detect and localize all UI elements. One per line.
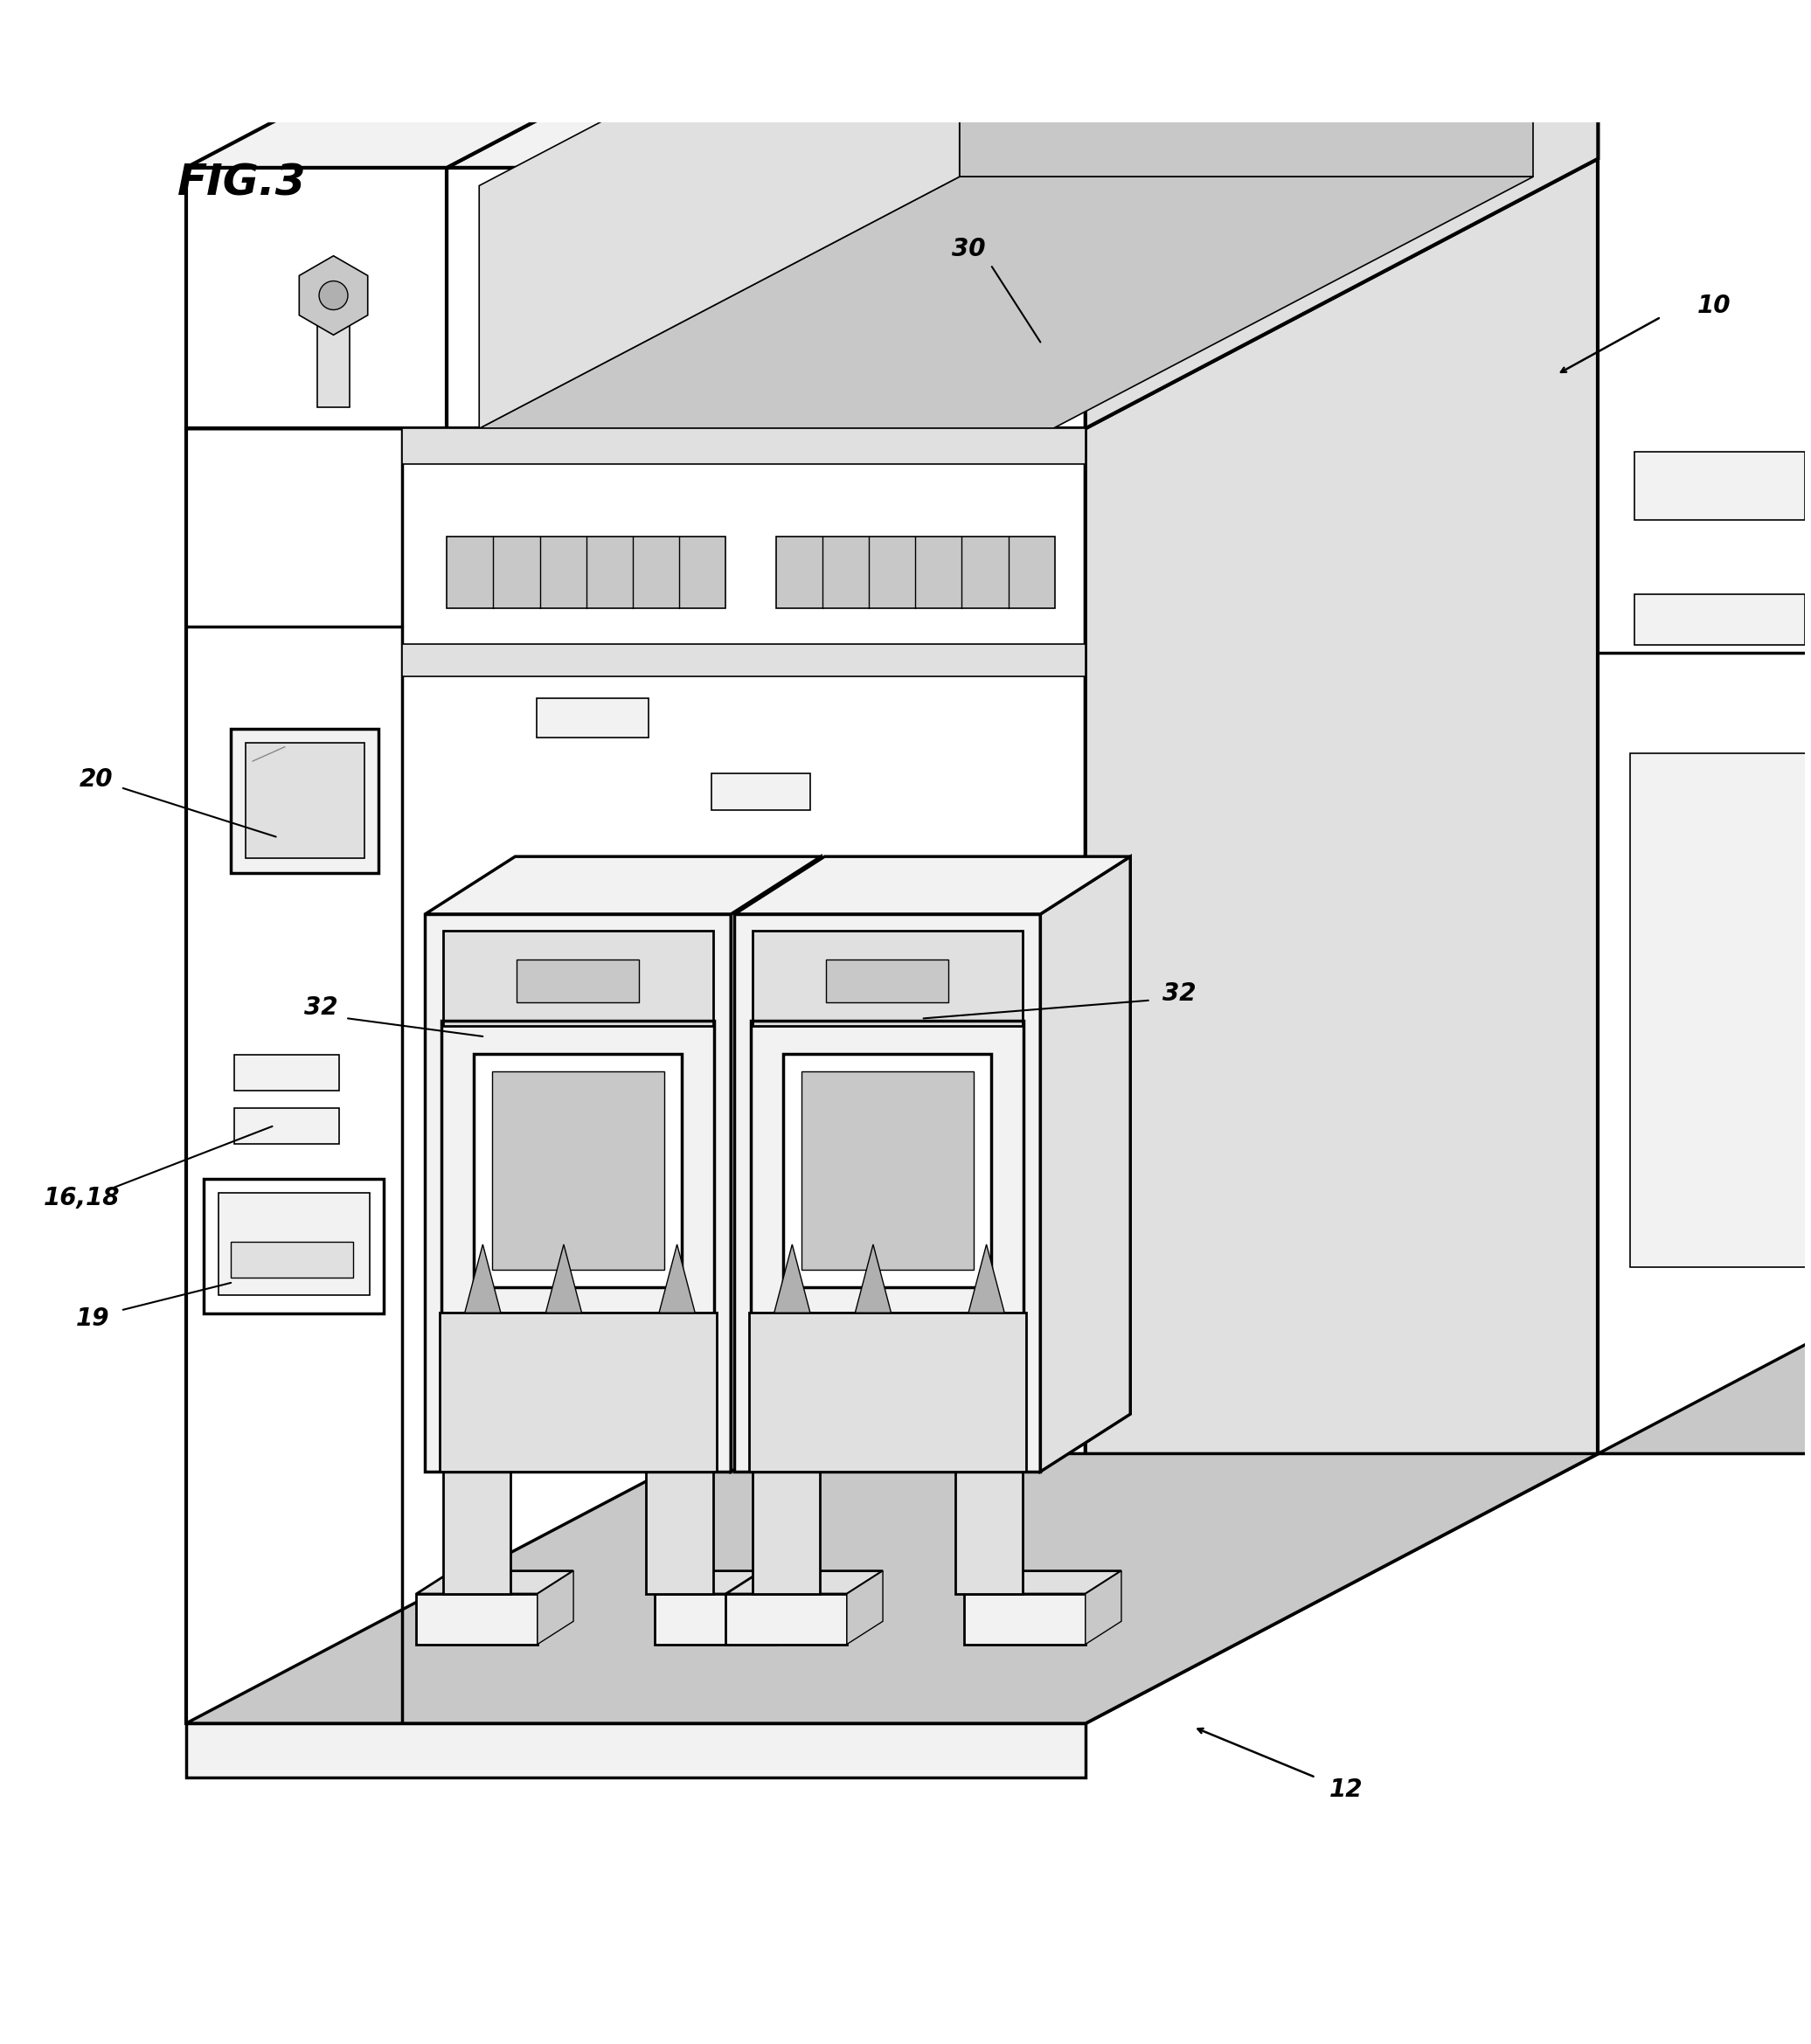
Polygon shape bbox=[447, 0, 1597, 168]
Polygon shape bbox=[1040, 856, 1130, 1472]
Text: 16,18: 16,18 bbox=[43, 1186, 120, 1210]
Polygon shape bbox=[187, 1453, 1597, 1723]
Bar bbox=[232, 1241, 353, 1278]
Polygon shape bbox=[753, 1443, 866, 1472]
Polygon shape bbox=[187, 168, 447, 429]
Bar bbox=[1634, 595, 1806, 644]
Bar bbox=[536, 699, 648, 738]
Polygon shape bbox=[447, 168, 1085, 429]
Polygon shape bbox=[426, 914, 732, 1472]
Bar bbox=[712, 775, 810, 809]
Bar bbox=[402, 644, 1085, 677]
Polygon shape bbox=[735, 856, 1130, 914]
Polygon shape bbox=[1085, 159, 1597, 1723]
Polygon shape bbox=[855, 1245, 891, 1312]
Text: 10: 10 bbox=[1697, 294, 1731, 319]
Bar bbox=[647, 1472, 714, 1594]
Bar bbox=[235, 1108, 339, 1145]
Polygon shape bbox=[647, 1443, 759, 1472]
Bar bbox=[474, 1053, 683, 1288]
Polygon shape bbox=[656, 1572, 811, 1594]
Bar bbox=[516, 959, 639, 1002]
Polygon shape bbox=[444, 1443, 556, 1472]
Bar bbox=[753, 930, 1023, 1026]
Polygon shape bbox=[1085, 1572, 1121, 1643]
Bar bbox=[444, 1472, 511, 1594]
Polygon shape bbox=[889, 0, 1331, 18]
Bar bbox=[232, 730, 378, 873]
Text: 12: 12 bbox=[1329, 1778, 1364, 1803]
Text: 30: 30 bbox=[951, 237, 985, 262]
Bar bbox=[442, 1022, 715, 1320]
Polygon shape bbox=[417, 1572, 574, 1594]
Bar bbox=[317, 313, 350, 407]
Bar bbox=[753, 1472, 820, 1594]
Bar bbox=[784, 1053, 991, 1288]
Polygon shape bbox=[735, 914, 1040, 1472]
Bar bbox=[447, 536, 726, 609]
Bar bbox=[726, 1594, 848, 1643]
Polygon shape bbox=[1597, 1286, 1811, 1453]
Polygon shape bbox=[916, 0, 1275, 6]
Polygon shape bbox=[187, 1723, 1085, 1778]
Text: 20: 20 bbox=[80, 766, 112, 791]
Circle shape bbox=[319, 280, 348, 311]
Polygon shape bbox=[862, 0, 1400, 33]
Text: FIG.3: FIG.3 bbox=[177, 161, 306, 204]
Bar bbox=[775, 536, 1054, 609]
Bar bbox=[235, 1055, 339, 1089]
Polygon shape bbox=[963, 1572, 1121, 1594]
Bar bbox=[954, 1472, 1023, 1594]
Bar bbox=[750, 1312, 1027, 1472]
Text: 32: 32 bbox=[1163, 981, 1195, 1006]
Polygon shape bbox=[954, 1443, 1067, 1472]
Polygon shape bbox=[1597, 0, 1811, 1453]
Polygon shape bbox=[187, 429, 1085, 1723]
Bar bbox=[752, 1022, 1023, 1320]
Polygon shape bbox=[775, 1572, 811, 1643]
Bar bbox=[205, 1179, 384, 1314]
Polygon shape bbox=[726, 1572, 882, 1594]
Bar bbox=[402, 429, 1085, 464]
Text: 32: 32 bbox=[304, 995, 337, 1020]
Polygon shape bbox=[187, 0, 960, 168]
Polygon shape bbox=[538, 1572, 574, 1643]
Bar bbox=[493, 1071, 665, 1269]
Polygon shape bbox=[480, 176, 1534, 429]
Bar bbox=[444, 930, 714, 1026]
Polygon shape bbox=[465, 1245, 502, 1312]
Polygon shape bbox=[773, 1245, 810, 1312]
Text: 19: 19 bbox=[76, 1306, 109, 1331]
Polygon shape bbox=[969, 1245, 1005, 1312]
Bar bbox=[963, 1594, 1085, 1643]
Polygon shape bbox=[960, 0, 1534, 176]
Bar bbox=[417, 1594, 538, 1643]
Bar bbox=[1630, 754, 1811, 1267]
Polygon shape bbox=[187, 159, 1597, 429]
Bar bbox=[656, 1594, 775, 1643]
Bar bbox=[219, 1194, 369, 1296]
Polygon shape bbox=[545, 1245, 581, 1312]
Bar bbox=[826, 959, 949, 1002]
Polygon shape bbox=[659, 1245, 695, 1312]
Polygon shape bbox=[732, 856, 820, 1472]
Bar bbox=[1634, 452, 1806, 521]
Bar bbox=[440, 1312, 717, 1472]
Polygon shape bbox=[1085, 0, 1597, 429]
Polygon shape bbox=[299, 256, 368, 335]
Polygon shape bbox=[848, 1572, 882, 1643]
Bar bbox=[802, 1071, 974, 1269]
Polygon shape bbox=[480, 0, 960, 429]
Bar bbox=[244, 744, 364, 858]
Polygon shape bbox=[426, 856, 820, 914]
